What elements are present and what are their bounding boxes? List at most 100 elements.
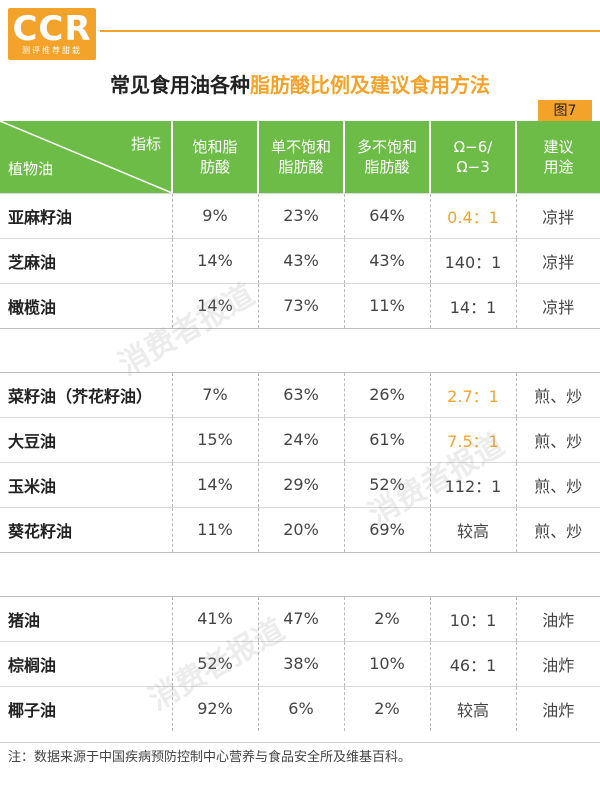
spacer-cell [516, 327, 600, 372]
use-cell: 煎、炒 [515, 371, 600, 417]
logo-subtitle: 测评推荐甜栽 [22, 46, 82, 55]
omega-ratio-cell: 112：1 [429, 461, 516, 507]
oil-fatty-acid-table: 指标 植物油 饱和脂 肪酸 单不饱和 脂肪酸 多不饱和 脂肪酸 Ω−6/Ω−3 建议用… [0, 121, 600, 731]
saturated-cell: 14% [171, 237, 258, 283]
poly-cell: 43% [343, 237, 430, 283]
footnote: 注：数据来源于中国疾病预防控制中心营养与食品安全所及维基百科。 [8, 750, 412, 765]
top-banner: CCR 测评推荐甜栽 [0, 0, 600, 68]
spacer-cell [344, 327, 430, 372]
poly-cell: 10% [343, 640, 430, 686]
use-cell: 煎、炒 [515, 416, 600, 462]
omega-ratio-cell: 较高 [429, 506, 516, 552]
mono-cell: 20% [257, 506, 344, 552]
spacer-cell [0, 327, 172, 372]
title-black-part: 常见食用油各种 [110, 73, 250, 97]
omega-ratio-cell: 10：1 [429, 595, 516, 641]
mono-cell: 38% [257, 640, 344, 686]
oil-name-cell: 猪油 [0, 595, 172, 641]
col-header-polyunsaturated: 多不饱和 脂肪酸 [343, 121, 430, 193]
table-row: 芝麻油 14% 43% 43% 140：1 凉拌 [0, 237, 600, 283]
use-cell: 凉拌 [515, 192, 600, 238]
omega-ratio-cell: 140：1 [429, 237, 516, 283]
oil-name-cell: 葵花籽油 [0, 506, 172, 552]
saturated-cell: 9% [171, 192, 258, 238]
spacer-cell [516, 551, 600, 596]
title-orange-part: 脂肪酸比例及建议食用方法 [250, 73, 490, 97]
use-cell: 煎、炒 [515, 461, 600, 507]
oil-name-cell: 大豆油 [0, 416, 172, 462]
omega-ratio-cell: 46：1 [429, 640, 516, 686]
col-header-monounsaturated: 单不饱和 脂肪酸 [257, 121, 344, 193]
table-row: 大豆油 15% 24% 61% 7.5：1 煎、炒 [0, 416, 600, 462]
footer-divider [0, 742, 600, 743]
corner-bottom-label: 植物油 [8, 159, 54, 178]
table-row: 葵花籽油 11% 20% 69% 较高 煎、炒 [0, 506, 600, 552]
table-row: 菜籽油（芥花籽油） 7% 63% 26% 2.7：1 煎、炒 [0, 371, 600, 417]
use-cell: 煎、炒 [515, 506, 600, 552]
poly-cell: 2% [343, 685, 430, 731]
omega-ratio-cell: 较高 [429, 685, 516, 731]
table-row: 橄榄油 14% 73% 11% 14：1 凉拌 [0, 282, 600, 328]
saturated-cell: 92% [171, 685, 258, 731]
oil-name-cell: 菜籽油（芥花籽油） [0, 371, 172, 417]
logo-text: CCR [12, 9, 92, 49]
page-title: 常见食用油各种脂肪酸比例及建议食用方法 [0, 68, 600, 102]
omega-ratio-cell: 7.5：1 [429, 416, 516, 462]
poly-cell: 69% [343, 506, 430, 552]
spacer-cell [258, 551, 344, 596]
saturated-cell: 52% [171, 640, 258, 686]
col-header-saturated: 饱和脂 肪酸 [171, 121, 258, 193]
oil-name-cell: 棕榈油 [0, 640, 172, 686]
omega-ratio-cell: 2.7：1 [429, 371, 516, 417]
poly-cell: 2% [343, 595, 430, 641]
oil-name-cell: 橄榄油 [0, 282, 172, 328]
mono-cell: 6% [257, 685, 344, 731]
spacer-cell [344, 551, 430, 596]
corner-top-label: 指标 [130, 135, 161, 153]
saturated-cell: 14% [171, 282, 258, 328]
oil-name-cell: 椰子油 [0, 685, 172, 731]
poly-cell: 61% [343, 416, 430, 462]
poly-cell: 11% [343, 282, 430, 328]
mono-cell: 29% [257, 461, 344, 507]
saturated-cell: 7% [171, 371, 258, 417]
table-body: 亚麻籽油 9% 23% 64% 0.4：1 凉拌 芝麻油 14% 43% 43% 140：1 凉拌 橄榄… [0, 192, 600, 731]
spacer-cell [430, 551, 516, 596]
saturated-cell: 41% [171, 595, 258, 641]
mono-cell: 47% [257, 595, 344, 641]
spacer-cell [430, 327, 516, 372]
table-row: 玉米油 14% 29% 52% 112：1 煎、炒 [0, 461, 600, 507]
table-row: 椰子油 92% 6% 2% 较高 油炸 [0, 685, 600, 731]
group-spacer [0, 327, 600, 372]
mono-cell: 63% [257, 371, 344, 417]
mono-cell: 43% [257, 237, 344, 283]
spacer-cell [172, 327, 258, 372]
oil-name-cell: 芝麻油 [0, 237, 172, 283]
use-cell: 油炸 [515, 595, 600, 641]
mono-cell: 73% [257, 282, 344, 328]
use-cell: 凉拌 [515, 282, 600, 328]
saturated-cell: 15% [171, 416, 258, 462]
ccr-logo: CCR 测评推荐甜栽 [8, 8, 96, 60]
omega-ratio-cell: 14：1 [429, 282, 516, 328]
table-row: 猪油 41% 47% 2% 10：1 油炸 [0, 595, 600, 641]
mono-cell: 23% [257, 192, 344, 238]
table-row: 棕榈油 52% 38% 10% 46：1 油炸 [0, 640, 600, 686]
col-header-suggested-use: 建议 用途 [515, 121, 600, 193]
spacer-cell [172, 551, 258, 596]
corner-header: 指标 植物油 [0, 121, 172, 193]
use-cell: 油炸 [515, 640, 600, 686]
saturated-cell: 14% [171, 461, 258, 507]
oil-name-cell: 亚麻籽油 [0, 192, 172, 238]
mono-cell: 24% [257, 416, 344, 462]
spacer-cell [258, 327, 344, 372]
saturated-cell: 11% [171, 506, 258, 552]
spacer-cell [0, 551, 172, 596]
col-header-omega-ratio: Ω−6/Ω−3 [429, 121, 516, 193]
group-spacer [0, 551, 600, 596]
top-divider [100, 30, 600, 32]
poly-cell: 26% [343, 371, 430, 417]
omega-ratio-cell: 0.4：1 [429, 192, 516, 238]
table-header-row: 指标 植物油 饱和脂 肪酸 单不饱和 脂肪酸 多不饱和 脂肪酸 Ω−6/Ω−3 建议用… [0, 121, 600, 193]
table-row: 亚麻籽油 9% 23% 64% 0.4：1 凉拌 [0, 192, 600, 238]
